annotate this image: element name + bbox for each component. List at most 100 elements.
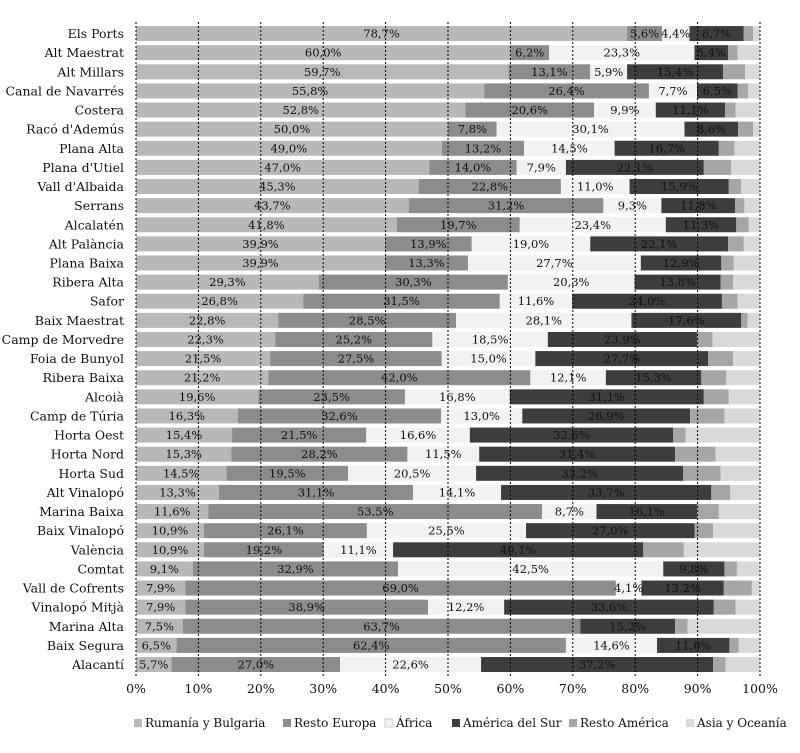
bar-segment bbox=[721, 255, 734, 271]
data-label: 63,7% bbox=[363, 619, 400, 633]
bar-segment bbox=[136, 293, 304, 309]
bar-segment bbox=[733, 274, 760, 290]
bar-segment bbox=[723, 580, 752, 596]
data-label: 16,6% bbox=[400, 428, 437, 442]
data-label: 28,2% bbox=[301, 447, 338, 461]
legend-label: América del Sur bbox=[462, 716, 562, 730]
bar-segment bbox=[712, 331, 760, 347]
bar-segment bbox=[136, 523, 205, 539]
bar-segment bbox=[718, 140, 735, 156]
bar-segment bbox=[501, 484, 712, 500]
legend-swatch bbox=[134, 719, 142, 727]
bar-segment bbox=[204, 523, 367, 539]
bar-segment bbox=[713, 657, 726, 673]
bar-segment bbox=[590, 64, 628, 80]
x-tick-label: 60% bbox=[497, 681, 525, 696]
data-label: 41,8% bbox=[248, 218, 285, 232]
data-label: 15,4% bbox=[657, 65, 694, 79]
data-label: 13,8% bbox=[659, 275, 696, 289]
category-label: Ribera Alta bbox=[52, 275, 124, 290]
bar-segment bbox=[508, 64, 591, 80]
bar-segment bbox=[723, 64, 746, 80]
bar-segment bbox=[640, 255, 722, 271]
category-label: Alcoià bbox=[84, 389, 125, 404]
x-tick-label: 20% bbox=[247, 681, 275, 696]
data-label: 15,9% bbox=[661, 180, 698, 194]
data-label: 33,2% bbox=[561, 466, 598, 480]
bar-segment bbox=[629, 179, 729, 195]
bar-segment bbox=[136, 140, 442, 156]
data-label: 22,1% bbox=[641, 237, 678, 251]
gridlines bbox=[135, 22, 761, 677]
bar-segment bbox=[418, 179, 561, 195]
bar-segment bbox=[476, 465, 684, 481]
bar-segment bbox=[725, 657, 760, 673]
data-label: 21,5% bbox=[281, 428, 318, 442]
data-label: 8,7% bbox=[702, 27, 731, 41]
bar-segment bbox=[627, 26, 663, 42]
category-label: València bbox=[70, 542, 125, 557]
bar-segment bbox=[136, 274, 319, 290]
bar-segment bbox=[366, 523, 526, 539]
bar-segment bbox=[384, 236, 472, 252]
data-label: 13,2% bbox=[664, 581, 701, 595]
category-label: Alt Millars bbox=[56, 64, 124, 79]
bar-segment bbox=[648, 83, 697, 99]
bar-segment bbox=[340, 657, 482, 673]
data-label: 11,0% bbox=[577, 180, 614, 194]
bar-segment bbox=[499, 293, 573, 309]
data-label: 22,8% bbox=[189, 313, 226, 327]
data-label: 28,1% bbox=[526, 313, 563, 327]
bar-segment bbox=[673, 427, 686, 443]
bar-segment bbox=[720, 465, 760, 481]
data-label: 20,5% bbox=[394, 466, 431, 480]
bar-segment bbox=[728, 236, 744, 252]
bar-segment bbox=[547, 331, 697, 347]
data-label: 32,9% bbox=[277, 562, 314, 576]
legend-label: Asia y Oceanía bbox=[696, 716, 787, 730]
data-label: 10,9% bbox=[152, 524, 189, 538]
bar-segment bbox=[469, 427, 674, 443]
bar-segment bbox=[675, 446, 716, 462]
data-label: 14,0% bbox=[455, 160, 492, 174]
bar-segment bbox=[510, 45, 550, 61]
bar-segment bbox=[504, 599, 714, 615]
bar-segment bbox=[481, 657, 714, 673]
data-label: 31,1% bbox=[298, 485, 335, 499]
bar-segment bbox=[718, 504, 760, 520]
data-label: 23,5% bbox=[313, 390, 350, 404]
bar-segment bbox=[728, 389, 760, 405]
category-label: Camp de Túria bbox=[30, 408, 125, 423]
data-label: 9,3% bbox=[618, 199, 647, 213]
data-label: 19,7% bbox=[440, 218, 477, 232]
data-label: 16,3% bbox=[169, 409, 206, 423]
bar-segment bbox=[318, 274, 508, 290]
category-label: Baix Vinalopó bbox=[37, 523, 124, 538]
bar-segment bbox=[734, 140, 760, 156]
data-label: 23,3% bbox=[604, 46, 641, 60]
data-label: 13,0% bbox=[463, 409, 500, 423]
data-label: 11,3% bbox=[683, 218, 720, 232]
bar-segment bbox=[701, 370, 727, 386]
data-label: 27,7% bbox=[604, 352, 641, 366]
bar-segment bbox=[590, 236, 729, 252]
bar-segment bbox=[542, 504, 597, 520]
bar-segment bbox=[231, 446, 408, 462]
data-label: 21,2% bbox=[184, 371, 221, 385]
data-label: 14,5% bbox=[551, 141, 588, 155]
data-label: 32,6% bbox=[321, 409, 358, 423]
bar-segment bbox=[136, 83, 485, 99]
bar-segment bbox=[136, 159, 430, 175]
bar-segment bbox=[226, 465, 349, 481]
bar-segment bbox=[524, 140, 615, 156]
data-label: 19,0% bbox=[513, 237, 550, 251]
bar-segment bbox=[725, 102, 736, 118]
data-label: 13,9% bbox=[410, 237, 447, 251]
bar-segment bbox=[703, 159, 732, 175]
category-label: Horta Sud bbox=[59, 466, 124, 481]
bar-segment bbox=[720, 274, 734, 290]
bar-segment bbox=[465, 102, 595, 118]
category-label: Els Ports bbox=[68, 26, 124, 41]
data-label: 26,1% bbox=[267, 524, 304, 538]
data-label: 30,1% bbox=[572, 122, 609, 136]
